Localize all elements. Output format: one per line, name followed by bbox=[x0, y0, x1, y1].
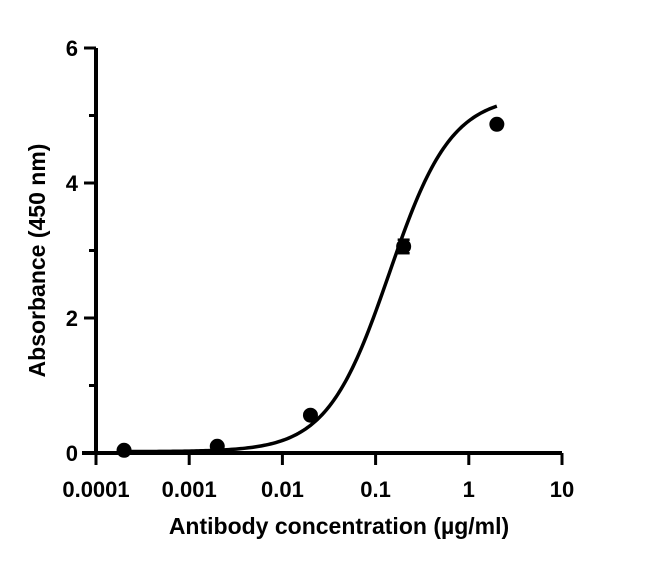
y-axis-title: Absorbance (450 nm) bbox=[24, 144, 50, 378]
data-point bbox=[116, 442, 132, 458]
x-tick-label: 1 bbox=[463, 477, 475, 502]
y-ticks: 0 2 4 6 bbox=[66, 36, 96, 466]
x-tick-label: 0.01 bbox=[261, 477, 304, 502]
x-axis-title: Antibody concentration (µg/ml) bbox=[169, 513, 509, 539]
x-tick-label: 0.0001 bbox=[62, 477, 129, 502]
data-point bbox=[396, 238, 412, 254]
x-tick-label: 10 bbox=[550, 477, 574, 502]
x-ticks: 0.0001 0.001 0.01 0.1 1 10 bbox=[62, 453, 574, 502]
data-points bbox=[116, 116, 505, 458]
y-tick-label: 6 bbox=[66, 36, 78, 61]
y-tick-label: 2 bbox=[66, 306, 78, 331]
data-point bbox=[489, 116, 505, 132]
x-tick-label: 0.001 bbox=[162, 477, 217, 502]
y-tick-label: 4 bbox=[66, 171, 79, 196]
data-point bbox=[302, 407, 318, 423]
y-tick-label: 0 bbox=[66, 441, 78, 466]
data-point bbox=[209, 438, 225, 454]
x-tick-label: 0.1 bbox=[360, 477, 391, 502]
fit-curve bbox=[124, 104, 498, 454]
